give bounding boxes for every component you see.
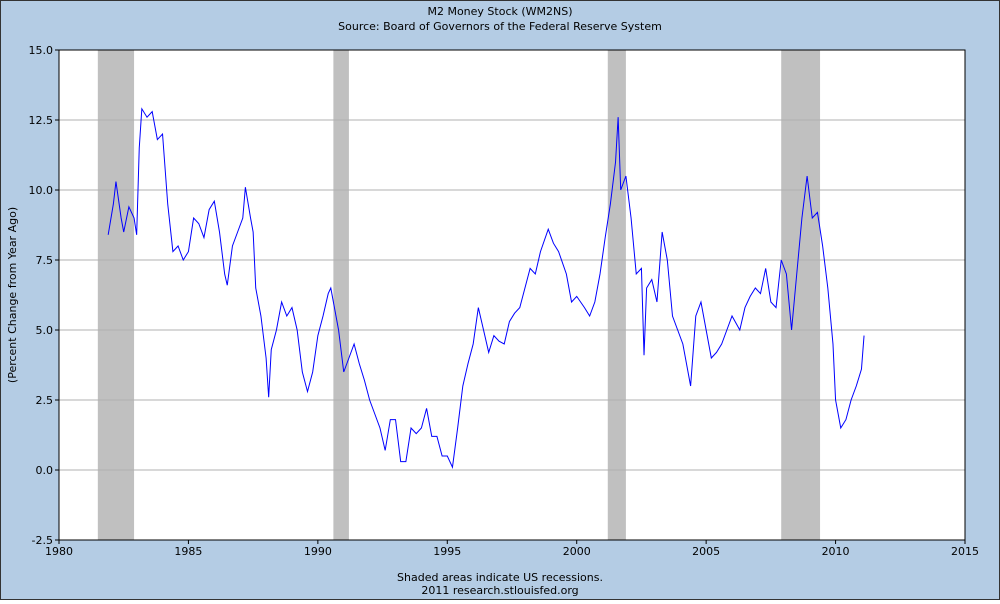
x-tick-label: 1990 [304, 545, 332, 558]
x-tick-label: 1980 [45, 545, 73, 558]
y-tick-label: 0.0 [36, 464, 54, 477]
y-tick-label: -2.5 [32, 534, 53, 547]
note: 2011 research.stlouisfed.org [421, 584, 578, 597]
recession-band [333, 50, 349, 540]
plot-area [58, 49, 966, 541]
y-tick-label: 2.5 [36, 394, 54, 407]
recession-band [97, 50, 135, 540]
x-tick-label: 2005 [692, 545, 720, 558]
chart-title: M2 Money Stock (WM2NS) [427, 5, 572, 18]
x-tick-label: 2010 [822, 545, 850, 558]
y-tick-label: 15.0 [29, 44, 54, 57]
y-tick-label: 5.0 [36, 324, 54, 337]
plot-frame [58, 49, 966, 541]
recession-band [607, 50, 626, 540]
note: Shaded areas indicate US recessions. [397, 571, 603, 584]
y-tick-label: 12.5 [29, 114, 54, 127]
chart-subtitle: Source: Board of Governors of the Federa… [338, 20, 662, 33]
x-tick-label: 2015 [951, 545, 979, 558]
recession-band [781, 50, 821, 540]
x-tick-label: 2000 [563, 545, 591, 558]
x-tick-label: 1985 [174, 545, 202, 558]
data-line [107, 107, 865, 469]
y-tick-label: 10.0 [29, 184, 54, 197]
y-axis-label: (Percent Change from Year Ago) [6, 207, 19, 383]
y-tick-label: 7.5 [36, 254, 54, 267]
x-tick-label: 1995 [433, 545, 461, 558]
